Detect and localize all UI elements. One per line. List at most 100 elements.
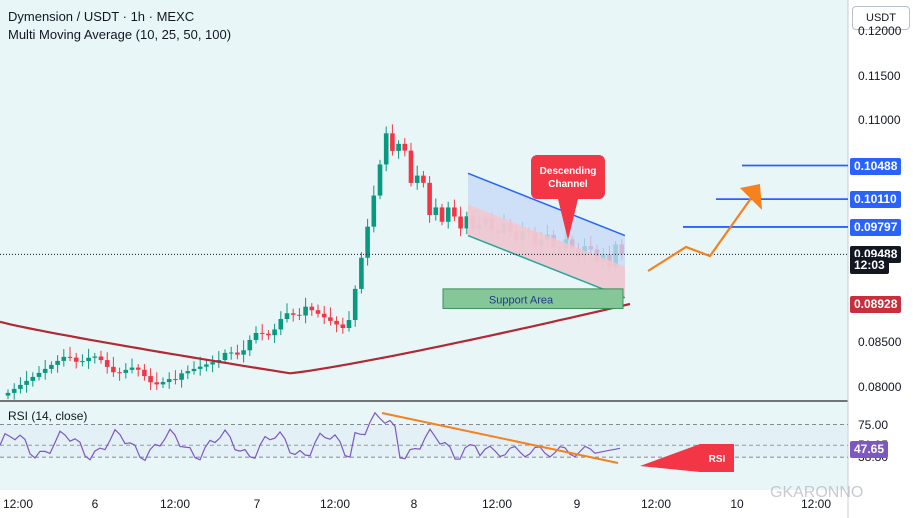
candle-body <box>377 164 383 196</box>
candle-body <box>359 257 364 289</box>
projection-arrowhead <box>740 184 762 210</box>
candle-body <box>49 364 54 369</box>
candle-body <box>272 329 277 336</box>
time-tick-label: 9 <box>573 497 581 511</box>
candle-body <box>421 175 426 183</box>
candle-body <box>439 207 445 222</box>
time-tick-label: 7 <box>253 497 261 511</box>
time-tick-label: 10 <box>730 497 744 511</box>
candle-body <box>55 360 60 365</box>
candle-body <box>98 356 104 361</box>
candle-body <box>197 366 203 369</box>
candle-body <box>328 317 333 321</box>
time-tick-label: 8 <box>410 497 418 511</box>
candle-body <box>11 388 17 393</box>
candle-body <box>210 362 215 365</box>
candle-body <box>117 372 122 374</box>
price-tag: 12:03 <box>850 257 889 275</box>
candle-body <box>458 216 463 229</box>
candle-body <box>402 143 408 151</box>
candle-body <box>303 306 308 316</box>
price-tick-label: 0.11500 <box>858 68 901 83</box>
candle-body <box>278 318 284 330</box>
candle-body <box>36 372 42 377</box>
price-tick-label: 0.11000 <box>858 113 901 127</box>
candle-body <box>408 150 414 183</box>
price-tag: 0.08928 <box>850 296 902 314</box>
candle-body <box>111 366 116 373</box>
candle-body <box>346 320 352 328</box>
candle-body <box>222 352 228 360</box>
candle-body <box>414 175 420 183</box>
indicator-label: Multi Moving Average (10, 25, 50, 100) <box>8 27 232 42</box>
candle-body <box>24 380 29 385</box>
rsi-divergence-line <box>381 412 619 464</box>
candle-body <box>92 356 98 358</box>
candle-body <box>73 357 79 362</box>
candle-body <box>365 226 370 258</box>
channel-upper-line <box>467 172 626 237</box>
rsi-current-tag: 47.65 <box>850 441 889 459</box>
candle-body <box>67 356 73 358</box>
time-axis-bg <box>0 490 848 518</box>
channel-lower-line <box>467 234 626 299</box>
candle-body <box>340 324 346 328</box>
candle-body <box>321 313 327 318</box>
price-tag: 0.09797 <box>850 218 902 236</box>
candle-body <box>235 352 240 355</box>
price-tick-label: 0.08000 <box>858 379 902 394</box>
candle-body <box>173 379 178 381</box>
currency-button[interactable]: USDT <box>852 6 910 30</box>
candle-body <box>309 306 315 311</box>
candle-body <box>42 368 48 373</box>
candle-body <box>123 369 129 373</box>
candle-body <box>390 133 395 151</box>
candle-body <box>61 356 67 361</box>
channel-label-line2: Channel <box>548 179 588 190</box>
rsi-callout <box>640 444 734 472</box>
price-tag: 0.10110 <box>850 191 901 209</box>
candle-body <box>30 376 36 381</box>
channel-callout <box>531 155 605 199</box>
candle-body <box>247 339 253 351</box>
candle-body <box>5 392 11 396</box>
candle-body <box>427 182 432 215</box>
candle-body <box>166 379 172 383</box>
candle-body <box>284 313 290 319</box>
price-pane <box>0 0 848 400</box>
time-tick-label: 12:00 <box>2 497 34 511</box>
candle-body <box>86 357 91 362</box>
candle-body <box>464 216 470 229</box>
candle-body <box>191 368 197 372</box>
candle-body <box>142 369 147 377</box>
candle-body <box>80 361 85 363</box>
candle-body <box>452 207 457 217</box>
time-tick-label: 12:00 <box>159 497 191 511</box>
price-tag: 0.10488 <box>850 157 902 175</box>
candle-body <box>253 332 259 340</box>
candle-body <box>241 350 246 355</box>
candle-body <box>445 207 451 222</box>
support-area-box <box>442 288 624 309</box>
candle-body <box>396 143 401 151</box>
candle-body <box>352 288 358 320</box>
candle-body <box>259 332 265 334</box>
candle-body <box>154 382 160 385</box>
candle-body <box>297 314 302 316</box>
time-tick-label: 12:00 <box>800 497 832 511</box>
candle-body <box>228 352 234 354</box>
channel-label-line1: Descending <box>540 166 597 177</box>
channel-lower-fill <box>468 204 625 298</box>
candle-body <box>18 384 23 389</box>
rsi-callout-label: RSI <box>709 454 726 465</box>
candle-body <box>204 364 209 367</box>
watermark: GKARONNO <box>770 484 863 501</box>
candle-body <box>185 371 191 374</box>
candle-body <box>371 195 377 227</box>
candle-body <box>315 310 321 314</box>
candle-body <box>129 367 135 370</box>
time-tick-label: 12:00 <box>319 497 351 511</box>
candle-body <box>290 313 296 315</box>
candle-body <box>334 320 339 325</box>
